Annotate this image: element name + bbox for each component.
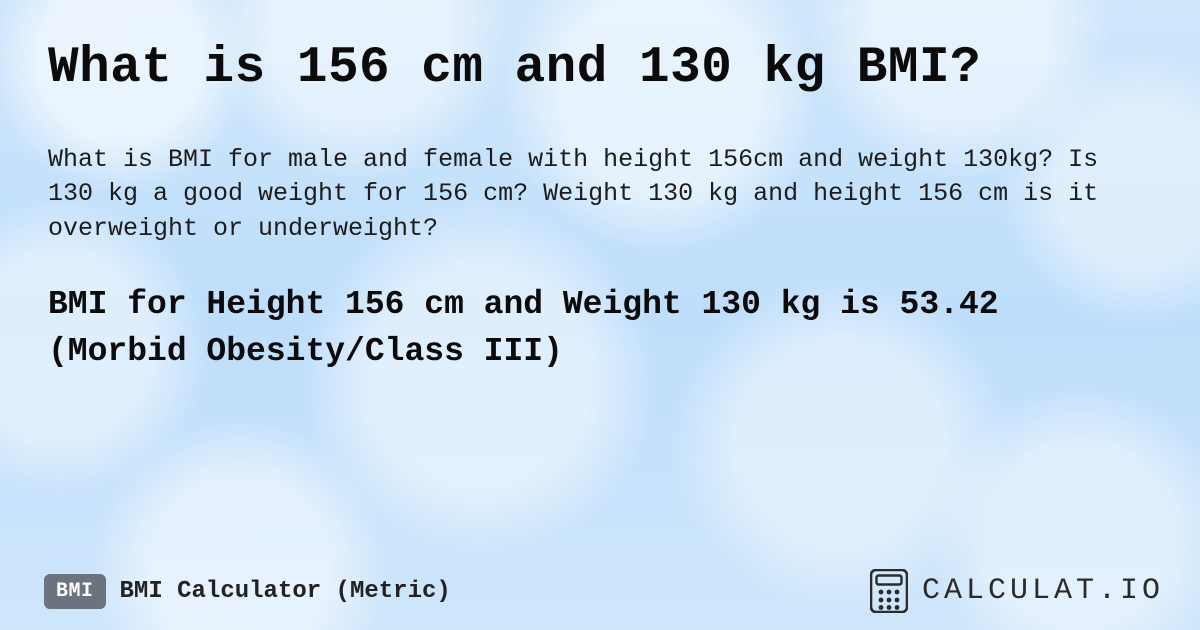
footer-bar: BMI BMI Calculator (Metric) CALCULAT.IO (0, 552, 1200, 630)
content-area: What is 156 cm and 130 kg BMI? What is B… (0, 0, 1200, 376)
page-title: What is 156 cm and 130 kg BMI? (48, 40, 1152, 99)
bmi-result: BMI for Height 156 cm and Weight 130 kg … (48, 282, 1152, 376)
bmi-chip: BMI (44, 574, 106, 609)
description-paragraph: What is BMI for male and female with hei… (48, 143, 1148, 247)
brand-text: CALCULAT.IO (922, 574, 1164, 608)
footer-left-group: BMI BMI Calculator (Metric) (44, 574, 451, 609)
brand-group: CALCULAT.IO (870, 569, 1164, 613)
calculator-label: BMI Calculator (Metric) (120, 578, 451, 605)
calculator-icon (870, 569, 908, 613)
